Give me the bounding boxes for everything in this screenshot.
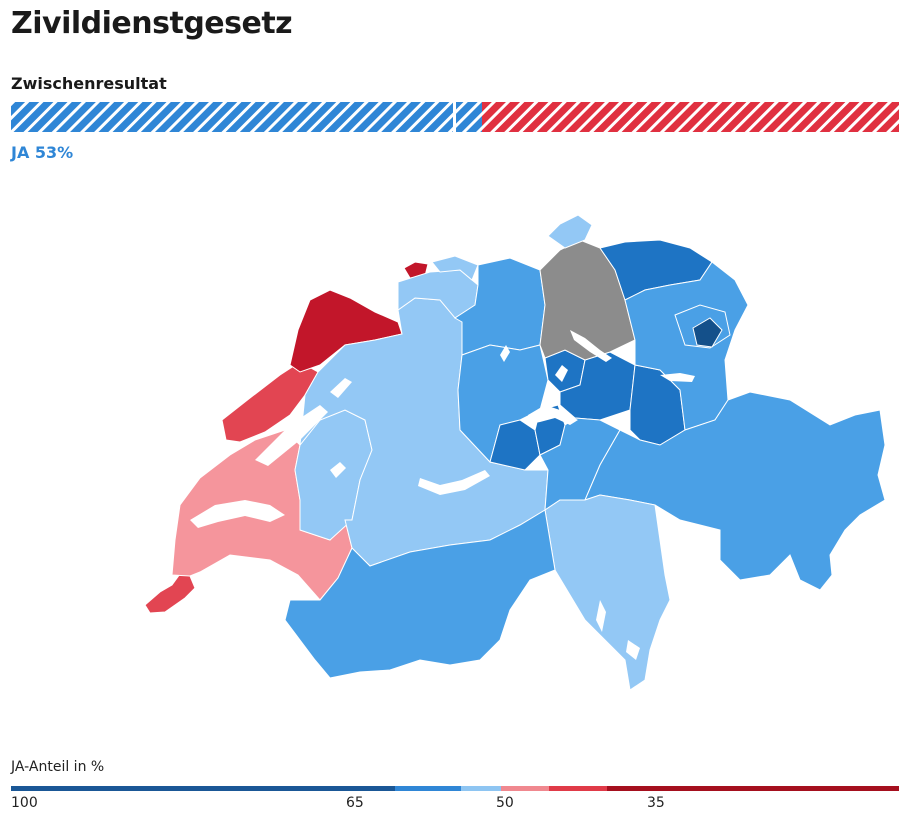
no-share-bar [482, 102, 899, 132]
lake-sempach [500, 345, 510, 362]
legend-tick-65: 65 [346, 795, 364, 811]
legend-tick-100: 100 [11, 795, 38, 811]
legend-segment [607, 786, 899, 791]
legend-color-scale [11, 786, 899, 791]
yes-share-bar [11, 102, 482, 132]
lake-biel [330, 378, 352, 398]
canton-jura[interactable] [289, 289, 403, 373]
canton-graubuenden[interactable] [584, 391, 886, 591]
lake-constance [735, 262, 750, 285]
lakes [190, 262, 750, 660]
lake-lucerne [528, 405, 578, 425]
lake-murten [330, 462, 346, 478]
legend-tick-35: 35 [647, 795, 665, 811]
lake-thun-brienz [418, 470, 490, 495]
legend-segment [501, 786, 549, 791]
canton-basel[interactable] [431, 255, 479, 281]
lake-zurich [570, 330, 612, 362]
yes-result-label: JA 53% [11, 143, 74, 162]
legend-segment [461, 786, 501, 791]
canton-schaffhausen[interactable] [547, 214, 593, 249]
canton-geneva[interactable] [144, 573, 196, 614]
half-marker [453, 102, 456, 132]
canton-valais[interactable] [284, 509, 556, 679]
legend-segment [395, 786, 461, 791]
lake-zug [555, 365, 568, 382]
canton-ticino[interactable] [544, 494, 671, 691]
legend-tick-50: 50 [496, 795, 514, 811]
legend-title: JA-Anteil in % [11, 759, 105, 775]
lake-maggiore [596, 600, 606, 632]
page-title: Zivildienstgesetz [11, 6, 293, 41]
lake-neuchatel [255, 405, 328, 466]
lake-geneva [190, 500, 285, 528]
lake-lugano [626, 640, 640, 660]
legend-segment [549, 786, 607, 791]
canton-appenzell-ir[interactable] [692, 317, 723, 348]
canton-st-gallen[interactable] [624, 261, 749, 431]
switzerland-map [144, 214, 886, 691]
legend-segment [11, 786, 395, 791]
canton-zurich[interactable] [539, 239, 636, 361]
result-bar [11, 102, 899, 132]
subtitle: Zwischenresultat [11, 74, 167, 93]
lake-walen [660, 373, 695, 382]
